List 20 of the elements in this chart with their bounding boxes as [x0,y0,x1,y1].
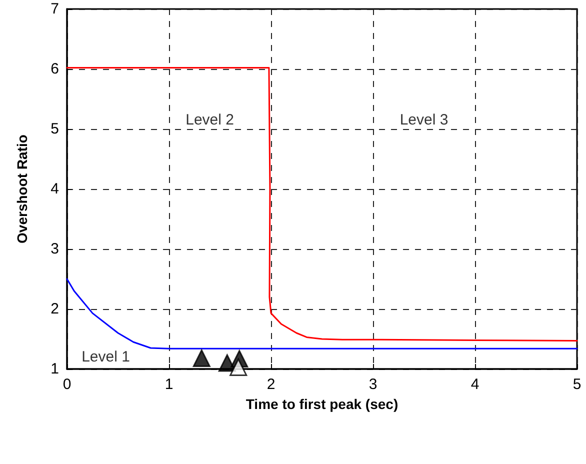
annotation: Level 3 [400,112,448,128]
x-tick-label: 5 [572,376,582,393]
x-tick-label: 4 [470,376,480,393]
y-tick-label: 4 [50,180,59,198]
y-tick-label: 1 [50,360,59,378]
y-tick-label: 5 [50,120,59,138]
y-axis-title: Overshoot Ratio [14,134,30,244]
x-tick-label: 0 [62,376,72,393]
annotation: Level 2 [186,112,234,128]
line-series [66,278,578,350]
y-tick-label: 2 [50,300,59,318]
x-tick-label: 3 [368,376,378,393]
x-tick-label: 2 [266,376,276,393]
y-tick-label: 7 [50,0,59,18]
annotation: Level 1 [82,348,130,366]
y-tick-label: 6 [50,60,59,78]
line-series [66,67,578,342]
x-tick-label: 1 [164,376,174,393]
x-axis-title: Time to first peak (sec) [246,396,398,412]
y-tick-label: 3 [50,240,59,258]
